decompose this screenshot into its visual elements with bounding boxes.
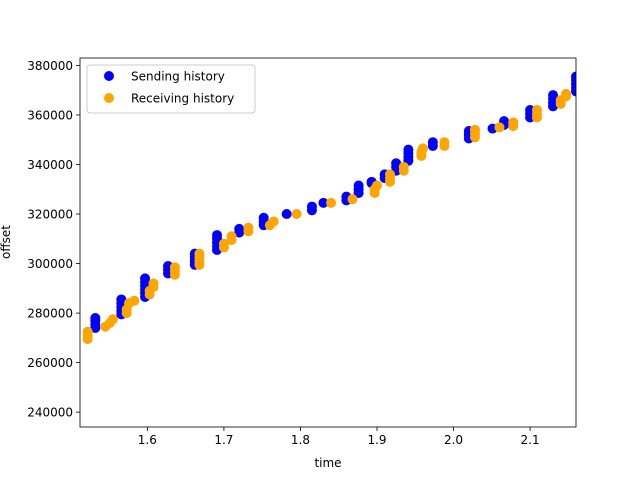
x-tick-label: 2.1 <box>521 433 540 447</box>
data-point <box>129 295 140 306</box>
data-point <box>385 169 395 180</box>
y-axis: 240000 260000 280000 300000 320000 340000 3600… <box>27 59 80 420</box>
legend-marker-sending <box>104 71 114 81</box>
data-point <box>234 223 245 234</box>
data-point <box>561 88 572 99</box>
data-point <box>291 209 302 220</box>
data-point <box>318 197 329 208</box>
data-point <box>107 314 118 325</box>
data-point <box>326 197 337 208</box>
legend-label-receiving: Receiving history <box>131 92 234 106</box>
y-tick-label: 300000 <box>27 257 73 271</box>
data-point <box>417 143 428 154</box>
data-point <box>226 231 237 242</box>
x-tick-label: 2.0 <box>444 433 463 447</box>
y-tick-label: 320000 <box>27 208 73 222</box>
data-point <box>571 71 576 82</box>
legend-box <box>86 64 256 114</box>
axes-frame <box>79 57 577 428</box>
y-tick-label: 240000 <box>27 406 73 420</box>
data-point <box>548 90 559 101</box>
data-point <box>258 212 269 223</box>
data-point <box>403 144 414 155</box>
series-receiving <box>82 88 572 345</box>
data-point <box>148 278 159 289</box>
x-axis-label: time <box>314 456 341 470</box>
data-point <box>281 209 292 220</box>
legend-label-sending: Sending history <box>131 70 225 84</box>
data-point <box>169 262 180 273</box>
data-point <box>268 216 279 227</box>
data-point <box>391 158 402 169</box>
data-point <box>194 248 205 259</box>
legend-marker-receiving <box>104 93 114 103</box>
data-point <box>398 161 409 172</box>
x-tick-label: 1.6 <box>138 433 157 447</box>
x-tick-label: 1.7 <box>214 433 233 447</box>
legend: Sending history Receiving history <box>86 64 256 114</box>
data-point <box>508 117 519 128</box>
data-point <box>439 137 450 148</box>
data-point <box>116 294 127 305</box>
data-point <box>347 194 358 205</box>
data-point <box>494 122 505 133</box>
y-tick-label: 280000 <box>27 307 73 321</box>
y-axis-label: offset <box>0 225 13 259</box>
data-point <box>82 326 93 337</box>
x-tick-label: 1.9 <box>367 433 386 447</box>
x-axis: 1.6 1.7 1.8 1.9 2.0 2.1 <box>138 427 540 447</box>
data-point <box>427 137 438 148</box>
data-point <box>306 201 317 212</box>
x-tick-label: 1.8 <box>291 433 310 447</box>
data-point <box>140 273 151 284</box>
y-tick-label: 360000 <box>27 108 73 122</box>
data-point <box>469 124 480 135</box>
y-tick-label: 260000 <box>27 356 73 370</box>
y-tick-label: 380000 <box>27 59 73 73</box>
data-point <box>212 230 223 241</box>
data-point <box>218 238 229 249</box>
data-point <box>531 105 542 116</box>
data-point <box>353 180 364 191</box>
data-point <box>243 222 254 233</box>
data-point <box>371 180 382 191</box>
y-tick-label: 340000 <box>27 158 73 172</box>
data-point <box>90 313 101 324</box>
